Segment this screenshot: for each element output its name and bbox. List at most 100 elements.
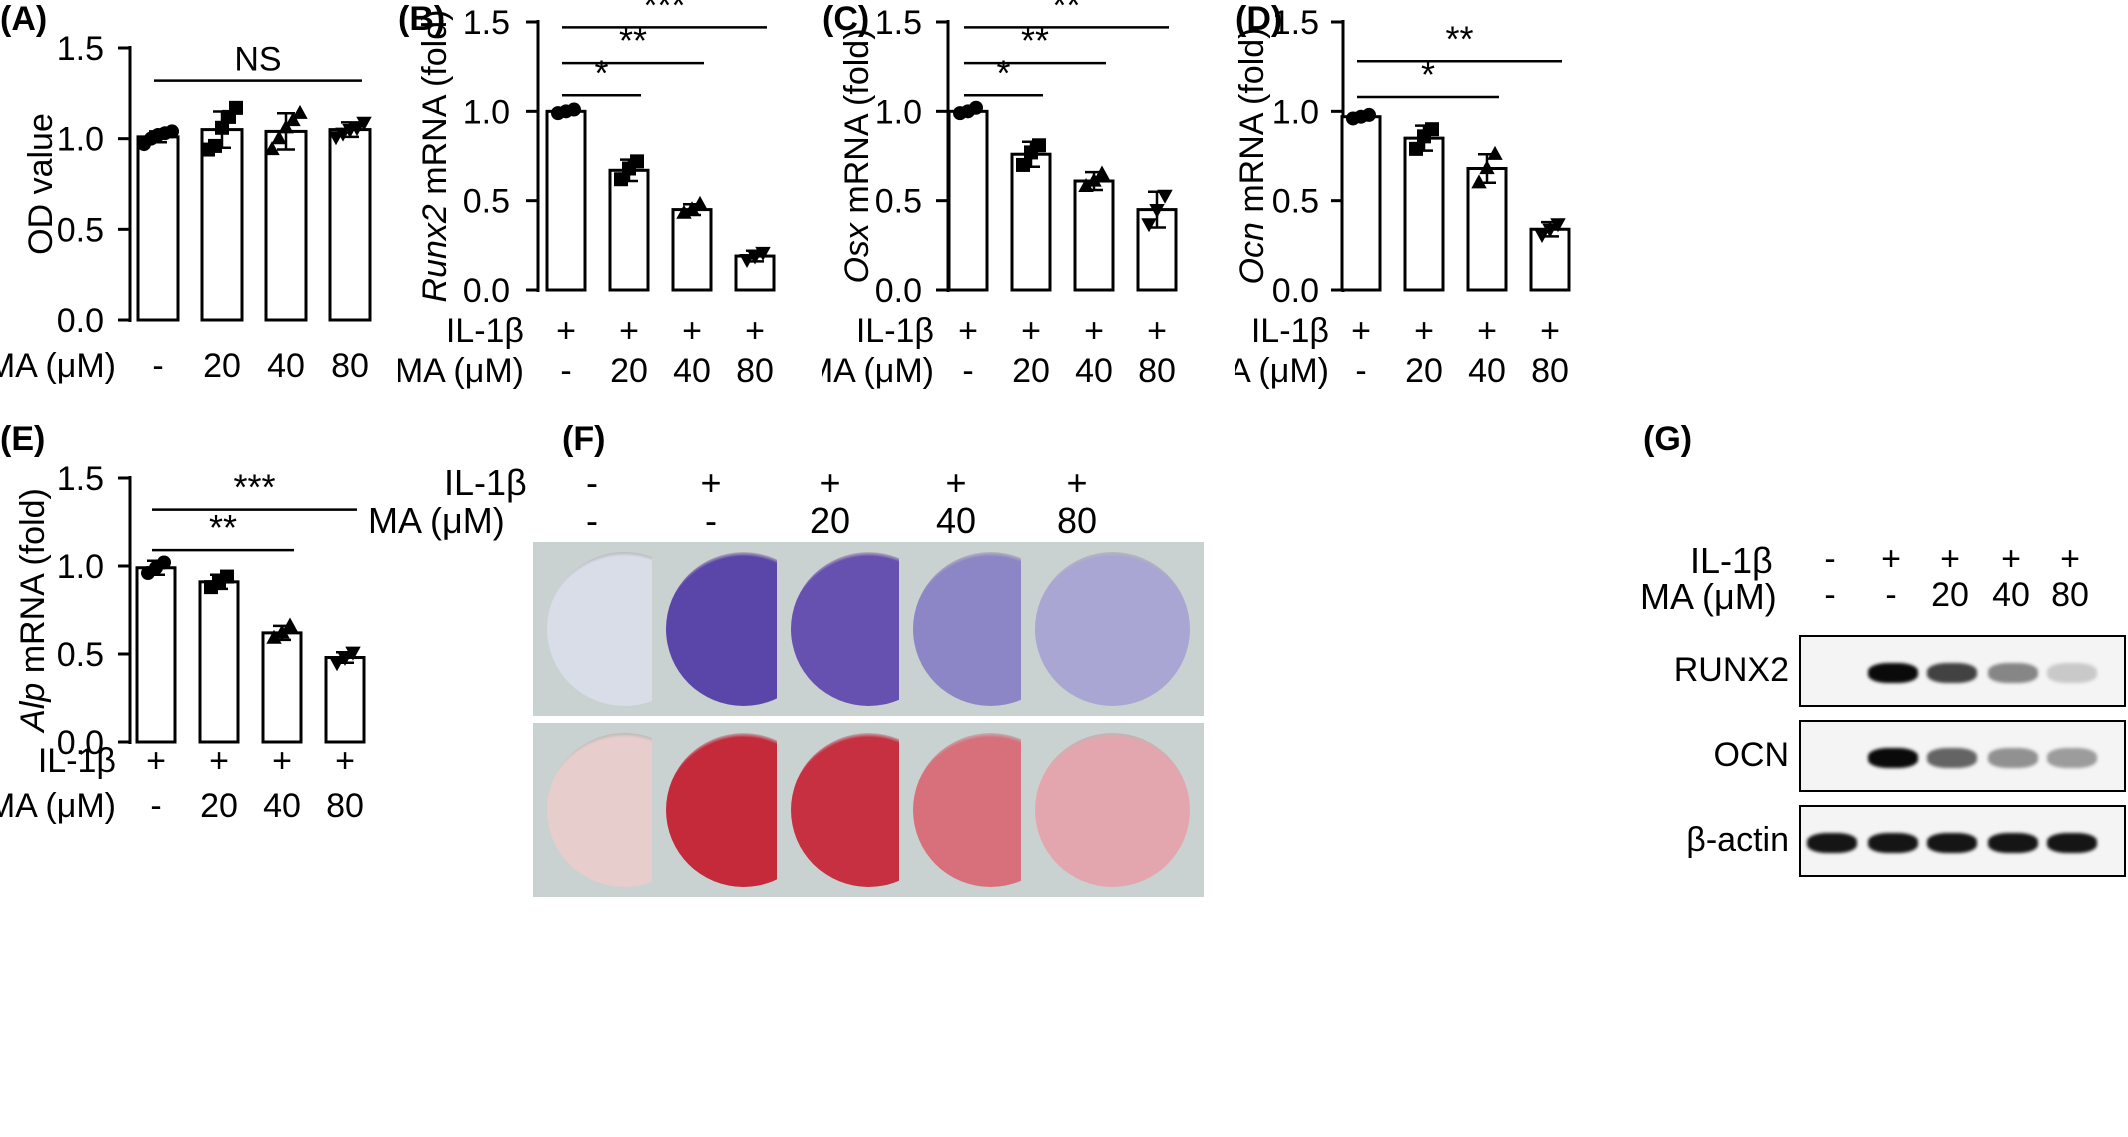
ma-condition: 20: [1012, 352, 1050, 390]
data-point: [1016, 157, 1030, 172]
data-point: [1487, 145, 1503, 160]
il1b-condition: +: [1414, 312, 1434, 350]
y-tick-label: 0.5: [463, 183, 510, 221]
ma-condition: -: [1355, 352, 1366, 390]
bar: [608, 168, 650, 292]
staining-il1b-label: IL-1β: [444, 462, 527, 503]
blot-row-label: RUNX2: [1673, 651, 1789, 689]
data-point: [630, 154, 644, 169]
western-il1b-value: +: [2001, 540, 2021, 578]
staining-ma-value: 20: [809, 500, 851, 541]
data-point: [264, 141, 280, 156]
data-point: [1471, 174, 1487, 189]
blot-band: [1988, 833, 2038, 853]
il1b-condition: +: [682, 312, 702, 350]
y-tick-label: 1.0: [57, 121, 104, 159]
bar: [328, 128, 372, 322]
il1b-condition: +: [272, 742, 292, 780]
data-point: [292, 104, 308, 119]
data-point: [1479, 160, 1495, 175]
y-tick-label: 0.0: [463, 272, 510, 310]
data-point: [229, 100, 243, 115]
il1b-row-label: IL-1β: [856, 312, 934, 350]
ars-staining-well: [1021, 723, 1204, 897]
blot-band: [1807, 833, 1857, 853]
ma-condition: 20: [1405, 352, 1443, 390]
significance-label: **: [1445, 18, 1473, 59]
western-il1b-value: +: [1881, 540, 1901, 578]
ma-condition: 40: [673, 352, 711, 390]
data-point: [1542, 223, 1558, 238]
blot-band: [1868, 663, 1918, 683]
bar: [671, 208, 713, 292]
data-point: [266, 629, 282, 644]
ma-condition: -: [152, 347, 163, 385]
ma-condition: 20: [200, 787, 238, 825]
alp-staining-well: [1021, 542, 1204, 716]
il1b-condition: +: [209, 742, 229, 780]
data-point: [337, 651, 353, 666]
y-tick-label: 0.5: [1272, 183, 1319, 221]
y-tick-label: 0.0: [57, 302, 104, 340]
bar: [545, 109, 587, 292]
data-point: [1086, 172, 1102, 187]
data-point: [208, 138, 222, 153]
bar: [261, 631, 303, 744]
y-axis-label: Ocn mRNA (fold): [1235, 28, 1271, 285]
data-point: [1149, 204, 1165, 218]
ma-condition: 80: [1138, 352, 1176, 390]
bar: [135, 566, 177, 744]
y-axis-label: Osx mRNA (fold): [838, 28, 876, 283]
il1b-condition: +: [745, 312, 765, 350]
data-point: [1078, 177, 1094, 192]
staining-il1b-value: -: [586, 462, 598, 503]
panel-label-d: (D): [1235, 0, 1283, 38]
y-axis-label: OD value: [22, 113, 60, 255]
data-point: [282, 617, 298, 632]
significance-label: NS: [234, 41, 281, 79]
bar: [136, 135, 180, 322]
data-point: [349, 122, 365, 137]
panel-label-e: (E): [0, 420, 46, 458]
data-point: [1534, 229, 1550, 244]
blot-strip: [1799, 635, 2126, 707]
y-tick-label: 1.5: [57, 30, 104, 68]
y-tick-label: 0.5: [875, 183, 922, 221]
staining-ma-value: -: [586, 500, 598, 541]
staining-il1b-value: +: [700, 462, 722, 503]
bar: [200, 128, 244, 322]
y-tick-label: 0.5: [57, 211, 104, 249]
il1b-condition: +: [958, 312, 978, 350]
data-point: [271, 130, 287, 145]
ma-row-label: MA (μM): [398, 352, 524, 390]
data-point: [274, 624, 290, 639]
y-tick-label: 1.5: [57, 460, 104, 498]
y-tick-label: 1.5: [875, 4, 922, 42]
ma-row-label: MA (μM): [1235, 352, 1329, 390]
il1b-condition: +: [619, 312, 639, 350]
data-point: [329, 657, 345, 672]
ma-condition: 40: [267, 347, 305, 385]
data-point: [1362, 107, 1376, 122]
ma-condition: 20: [203, 347, 241, 385]
panel-label-c: (C): [822, 0, 870, 38]
well-stain: [1035, 552, 1190, 706]
data-point: [1094, 165, 1110, 180]
il1b-condition: +: [556, 312, 576, 350]
western-il1b-value: +: [1940, 540, 1960, 578]
blot-strip: [1799, 805, 2126, 877]
staining-ma-value: 80: [1056, 500, 1098, 541]
significance-label: *: [594, 52, 608, 93]
western-il1b-value: +: [2060, 540, 2080, 578]
data-point: [1157, 189, 1173, 204]
blot-row-label: β-actin: [1686, 821, 1789, 859]
ma-condition: -: [560, 352, 571, 390]
blot-band: [1927, 748, 1977, 768]
blot-row-label: OCN: [1713, 736, 1789, 774]
ma-condition: -: [150, 787, 161, 825]
staining-il1b-value: +: [1066, 462, 1088, 503]
blot-band: [1927, 833, 1977, 853]
ma-row-label: MA (μM): [0, 347, 116, 385]
western-ma-value: 20: [1931, 576, 1969, 614]
data-point: [969, 100, 983, 115]
